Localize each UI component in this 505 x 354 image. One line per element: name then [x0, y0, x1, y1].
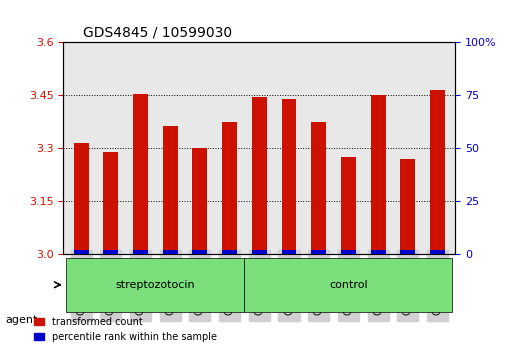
- Bar: [311, 250, 326, 255]
- Text: control: control: [328, 280, 367, 290]
- Bar: [133, 94, 147, 255]
- Bar: [103, 152, 118, 255]
- Bar: [74, 143, 88, 255]
- Bar: [163, 126, 177, 255]
- Text: GDS4845 / 10599030: GDS4845 / 10599030: [83, 26, 231, 40]
- Bar: [399, 159, 415, 255]
- Bar: [133, 250, 147, 255]
- Text: streptozotocin: streptozotocin: [115, 280, 195, 290]
- FancyBboxPatch shape: [244, 257, 451, 312]
- Bar: [340, 157, 355, 255]
- Bar: [399, 250, 415, 255]
- Bar: [370, 250, 385, 255]
- Bar: [222, 250, 236, 255]
- FancyBboxPatch shape: [66, 257, 244, 312]
- Bar: [192, 250, 207, 255]
- Bar: [311, 122, 326, 255]
- Bar: [251, 97, 266, 255]
- Bar: [222, 122, 236, 255]
- Bar: [340, 250, 355, 255]
- Bar: [74, 250, 88, 255]
- Bar: [429, 250, 444, 255]
- Legend: transformed count, percentile rank within the sample: transformed count, percentile rank withi…: [30, 313, 220, 346]
- Bar: [103, 250, 118, 255]
- Bar: [251, 250, 266, 255]
- Bar: [163, 250, 177, 255]
- Text: agent: agent: [5, 315, 37, 325]
- Bar: [192, 148, 207, 255]
- Bar: [429, 90, 444, 255]
- Bar: [370, 96, 385, 255]
- Bar: [281, 99, 296, 255]
- Bar: [281, 250, 296, 255]
